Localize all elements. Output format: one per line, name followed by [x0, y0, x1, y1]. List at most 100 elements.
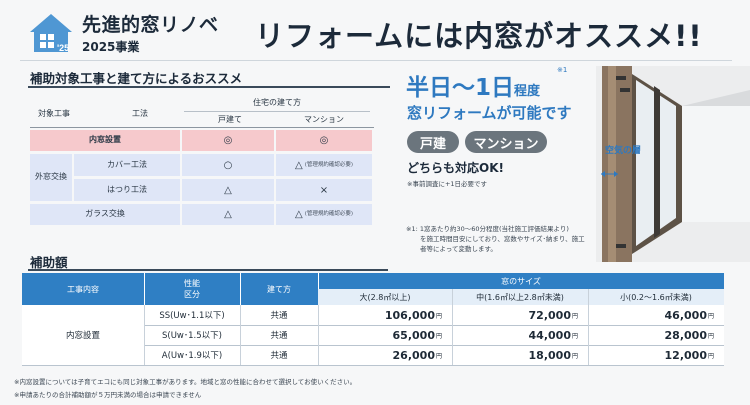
perf-header-line: 区分: [184, 290, 200, 299]
subsidy-header-performance: 性能 区分: [144, 273, 240, 305]
page-headline: リフォームには内窓がオススメ!!: [255, 19, 703, 53]
amount-value: 72,000: [528, 308, 571, 322]
subsidy-build-a: 共通: [240, 345, 318, 365]
amount-value: 44,000: [528, 328, 571, 342]
subsidy-section-title: 補助額: [30, 255, 68, 270]
footnote: ※内窓設置については子育てエコにも同じ対象工事があります。地域と窓の性能に合わせ…: [14, 378, 357, 386]
subsidy-perf-a: A(Uw･1.9以下): [144, 345, 240, 365]
promo-presurvey-note: ※事前調査に+1日必要です: [407, 180, 488, 188]
subsidy-large-s: 65,000 円: [318, 325, 452, 345]
promo-footnote-mark: ※1: [557, 66, 568, 74]
section-rule: [28, 269, 388, 271]
brand-title: 先進的窓リノベ: [82, 14, 219, 36]
promo-footnote-1: ※1: 1窓あたり約30～60分程度(当社施工評価結果より) を施工時間目安にし…: [406, 224, 602, 254]
yen-unit: 円: [707, 352, 714, 360]
subsidy-perf-ss: SS(Uw･1.1以下): [144, 305, 240, 325]
grid-line: [144, 345, 724, 346]
grid-line: [22, 365, 724, 366]
header-divider: [318, 273, 319, 289]
section-rule: [28, 86, 390, 88]
header-divider: [144, 273, 145, 305]
subsidy-build-ss: 共通: [240, 305, 318, 325]
row-chipping-detached: △: [182, 179, 274, 201]
amount-value: 18,000: [528, 348, 571, 362]
glass-mansion-note: (管理規約確認必要): [304, 211, 353, 218]
glass-mansion-symbol: △: [295, 209, 303, 220]
yen-unit: 円: [571, 312, 578, 320]
cover-mansion-symbol: △: [295, 159, 303, 171]
row-glass-label: ガラス交換: [30, 204, 180, 225]
yen-unit: 円: [435, 352, 442, 360]
col-detached-header: 戸建て: [218, 114, 242, 124]
subsidy-medium-ss: 72,000 円: [452, 305, 588, 325]
footnote: ※申請あたりの合計補助額が５万円未満の場合は申請できません: [14, 391, 202, 399]
header-divider: [20, 60, 732, 61]
cover-mansion-note: (管理規約確認必要): [304, 161, 353, 168]
row-outer-window-label: 外窓交換: [30, 154, 72, 201]
brand-year: '25: [57, 43, 69, 53]
yen-unit: 円: [435, 332, 442, 340]
amount-value: 106,000: [384, 308, 435, 322]
amount-value: 65,000: [392, 328, 435, 342]
brand-subtitle: 2025事業: [82, 40, 140, 54]
pill-detached: 戸建: [407, 131, 459, 153]
house-logo-icon: '25: [30, 14, 72, 53]
col-work-header: 対象工事: [38, 108, 70, 118]
row-inner-window-label: 内窓設置: [30, 130, 180, 151]
header-divider: [240, 273, 241, 305]
subsidy-header-large: 大(2.8㎡以上): [318, 289, 452, 305]
promo-duration-text: 半日～1日: [406, 75, 515, 101]
subsidy-large-a: 26,000 円: [318, 345, 452, 365]
inner-window-illustration: [596, 66, 750, 262]
subsidy-small-s: 28,000 円: [588, 325, 724, 345]
col-mansion-header: マンション: [304, 114, 344, 124]
yen-unit: 円: [571, 352, 578, 360]
row-inner-window-detached: ◎: [182, 130, 274, 151]
amount-value: 28,000: [664, 328, 707, 342]
grid-line: [588, 289, 589, 365]
subsidy-medium-a: 18,000 円: [452, 345, 588, 365]
amount-value: 12,000: [664, 348, 707, 362]
col-method-header: 工法: [132, 108, 148, 118]
air-layer-label: 空気の層: [605, 146, 642, 156]
promo-duration: 半日～1日程度: [406, 68, 540, 102]
row-glass-mansion: △ (管理規約確認必要): [276, 204, 372, 225]
footnote-1-line: 者等によって変動します。: [420, 245, 497, 254]
grid-line: [144, 325, 724, 326]
subsidy-work-cell: 内窓設置: [22, 305, 144, 365]
yen-unit: 円: [707, 332, 714, 340]
row-cover-method: カバー工法: [74, 154, 180, 176]
perf-header-line: 性能: [184, 279, 200, 288]
header-rule: [30, 127, 374, 128]
row-inner-window-mansion: ◎: [276, 130, 372, 151]
amount-value: 26,000: [392, 348, 435, 362]
row-cover-detached: ○: [182, 154, 274, 176]
grid-line: [318, 305, 319, 365]
col-building-header: 住宅の建て方: [253, 97, 301, 107]
footnote-1-line: ※1: 1窓あたり約30～60分程度(当社施工評価結果より): [406, 225, 569, 233]
subsidy-small-ss: 46,000 円: [588, 305, 724, 325]
subsidy-header-work: 工事内容: [22, 273, 144, 305]
subsidy-header-building: 建て方: [240, 273, 318, 305]
yen-unit: 円: [571, 332, 578, 340]
subsidy-build-s: 共通: [240, 325, 318, 345]
grid-line: [452, 289, 453, 365]
footnote-1-line: を施工時間目安にしており、窓数やサイズ･納まり、施工: [420, 235, 585, 244]
pill-mansion: マンション: [465, 131, 547, 153]
subsidy-header-small: 小(0.2～1.6㎡未満): [588, 289, 724, 305]
subsidy-medium-s: 44,000 円: [452, 325, 588, 345]
row-chipping-mansion: ×: [276, 179, 372, 201]
promo-ok-text: どちらも対応OK!: [407, 161, 504, 175]
promo-duration-suffix: 程度: [514, 84, 541, 99]
row-glass-detached: △: [182, 204, 274, 225]
row-cover-mansion: △ (管理規約確認必要): [276, 154, 372, 176]
subsidy-small-a: 12,000 円: [588, 345, 724, 365]
subsidy-perf-s: S(Uw･1.5以下): [144, 325, 240, 345]
grid-line: [240, 305, 241, 365]
amount-value: 46,000: [664, 308, 707, 322]
subsidy-header-size: 窓のサイズ: [318, 273, 724, 289]
subsidy-header-medium: 中(1.6㎡以上2.8㎡未満): [452, 289, 588, 305]
subsidy-large-ss: 106,000 円: [318, 305, 452, 325]
methods-section-title: 補助対象工事と建て方によるおススメ: [30, 71, 243, 86]
yen-unit: 円: [707, 312, 714, 320]
